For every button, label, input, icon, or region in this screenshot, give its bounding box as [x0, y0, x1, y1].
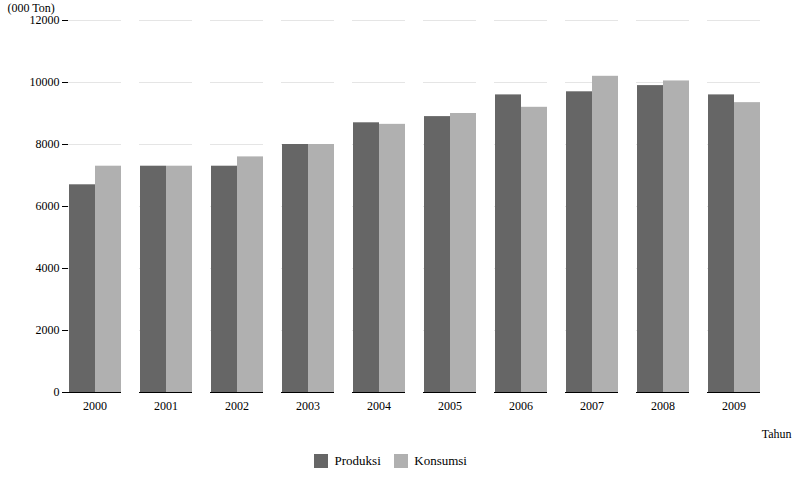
svg-text:2003: 2003: [296, 399, 320, 413]
svg-text:12000: 12000: [30, 13, 60, 27]
svg-text:2002: 2002: [225, 399, 249, 413]
svg-text:2008: 2008: [651, 399, 675, 413]
html-text:Konsumsi: Konsumsi: [414, 452, 467, 468]
svg-text:Tahun: Tahun: [762, 427, 792, 441]
html-text:Produksi: Produksi: [334, 452, 381, 468]
svg-text:2005: 2005: [438, 399, 462, 413]
svg-text:2004: 2004: [367, 399, 391, 413]
svg-text:2000: 2000: [83, 399, 107, 413]
svg-text:10000: 10000: [30, 75, 60, 89]
svg-text:2001: 2001: [154, 399, 178, 413]
svg-text:2007: 2007: [580, 399, 604, 413]
svg-text:(000 Ton): (000 Ton): [8, 1, 55, 15]
svg-text:6000: 6000: [36, 199, 60, 213]
svg-text:2000: 2000: [36, 323, 60, 337]
svg-text:0: 0: [54, 385, 60, 399]
svg-text:8000: 8000: [36, 137, 60, 151]
svg-text:4000: 4000: [36, 261, 60, 275]
svg-text:2009: 2009: [722, 399, 746, 413]
svg-text:2006: 2006: [509, 399, 533, 413]
